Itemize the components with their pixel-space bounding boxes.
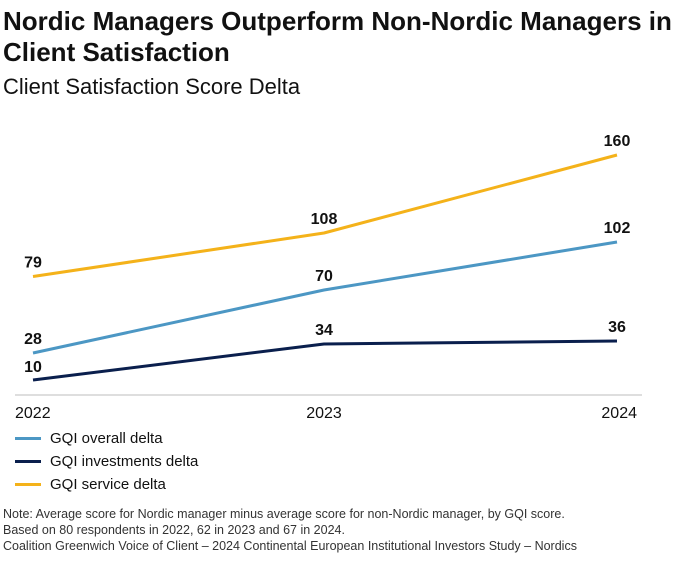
data-label: 10 bbox=[24, 359, 42, 376]
legend: GQI overall delta GQI investments delta … bbox=[15, 427, 198, 496]
x-tick-label: 2024 bbox=[601, 405, 637, 422]
data-label: 108 bbox=[311, 211, 338, 228]
legend-item: GQI investments delta bbox=[15, 450, 198, 473]
note-line: Based on 80 respondents in 2022, 62 in 2… bbox=[3, 523, 345, 537]
legend-label-service: GQI service delta bbox=[50, 476, 166, 493]
data-label: 36 bbox=[608, 319, 626, 336]
data-labels-layer: 28 70 102 10 34 36 79 108 160 bbox=[24, 133, 630, 376]
footnotes: Note: Average score for Nordic manager m… bbox=[3, 506, 683, 554]
series-line-0 bbox=[32, 240, 618, 355]
data-label: 34 bbox=[315, 322, 333, 339]
data-label: 70 bbox=[315, 268, 333, 285]
data-label: 79 bbox=[24, 255, 42, 272]
chart-subtitle: Client Satisfaction Score Delta bbox=[3, 74, 301, 99]
legend-item: GQI service delta bbox=[15, 473, 198, 496]
legend-item: GQI overall delta bbox=[15, 427, 198, 450]
series-line-1 bbox=[32, 339, 618, 382]
legend-label-investments: GQI investments delta bbox=[50, 453, 199, 470]
x-tick-label: 2022 bbox=[15, 405, 51, 422]
note-line: Note: Average score for Nordic manager m… bbox=[3, 507, 565, 521]
legend-swatch-investments bbox=[15, 460, 41, 463]
series-line-2 bbox=[32, 153, 618, 278]
series-layer bbox=[32, 153, 618, 382]
chart-title: Nordic Managers Outperform Non-Nordic Ma… bbox=[3, 6, 672, 67]
data-label: 102 bbox=[604, 220, 631, 237]
x-tick-labels: 2022 2023 2024 bbox=[15, 405, 637, 422]
legend-label-overall: GQI overall delta bbox=[50, 430, 163, 447]
data-label: 28 bbox=[24, 331, 42, 348]
data-label: 160 bbox=[604, 133, 631, 150]
source-line: Coalition Greenwich Voice of Client – 20… bbox=[3, 539, 577, 553]
x-tick-label: 2023 bbox=[306, 405, 342, 422]
legend-swatch-service bbox=[15, 483, 41, 486]
legend-swatch-overall bbox=[15, 437, 41, 440]
